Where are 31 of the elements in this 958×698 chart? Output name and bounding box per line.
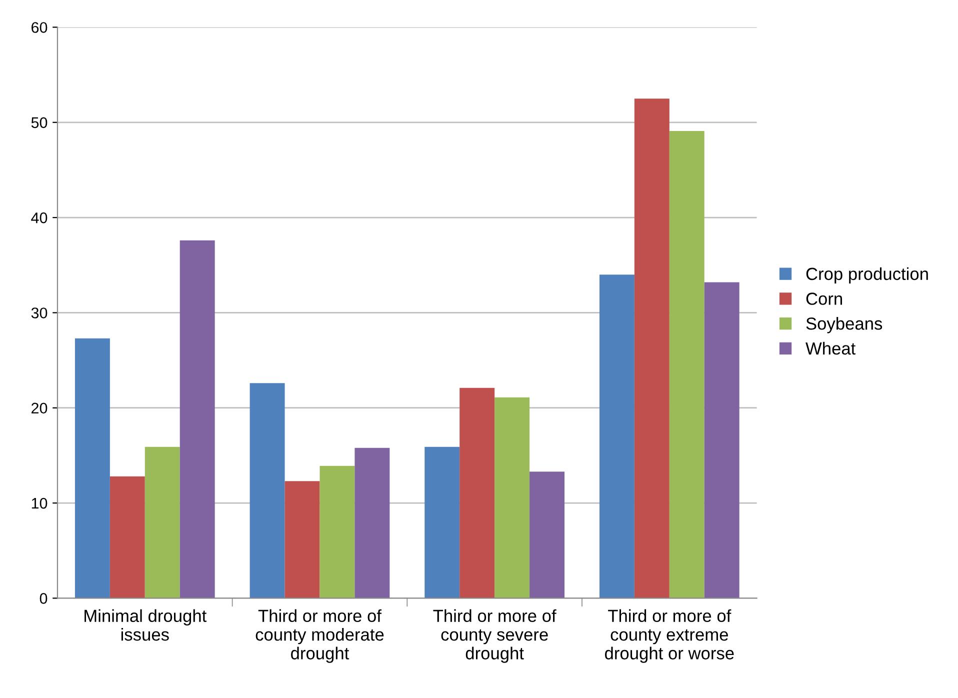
bar <box>284 481 320 598</box>
bar <box>530 472 564 598</box>
y-tick-label: 20 <box>32 402 48 414</box>
legend-label: Wheat <box>806 342 856 355</box>
legend-label: Crop production <box>806 267 928 284</box>
x-tick-label: Minimal drought issues <box>84 609 207 641</box>
bar <box>494 397 530 598</box>
y-tick-label: 10 <box>32 498 48 509</box>
bar <box>704 282 740 598</box>
bar <box>74 338 110 598</box>
bar <box>180 240 215 598</box>
bar <box>669 130 704 598</box>
y-tick-label: 40 <box>31 212 48 224</box>
y-tick-label: 60 <box>32 22 48 33</box>
legend-label: Corn <box>806 292 842 305</box>
bar <box>110 476 145 598</box>
x-tick-label: Third or more of county severe drought <box>433 609 556 663</box>
bar <box>634 98 670 598</box>
bar <box>320 466 355 598</box>
bar <box>424 446 460 598</box>
bar <box>250 383 285 598</box>
legend-label: Soybeans <box>806 317 882 334</box>
y-tick-label: 0 <box>40 593 48 604</box>
y-tick-label: 30 <box>31 308 48 318</box>
bar <box>460 388 495 598</box>
bar <box>354 448 390 598</box>
x-tick-label: Third or more of county extreme drought or worse <box>605 609 734 663</box>
y-tick-label: 50 <box>31 117 48 128</box>
x-tick-label: Third or more of county moderate drought <box>256 609 384 663</box>
bar <box>144 446 180 598</box>
bar <box>599 274 634 598</box>
